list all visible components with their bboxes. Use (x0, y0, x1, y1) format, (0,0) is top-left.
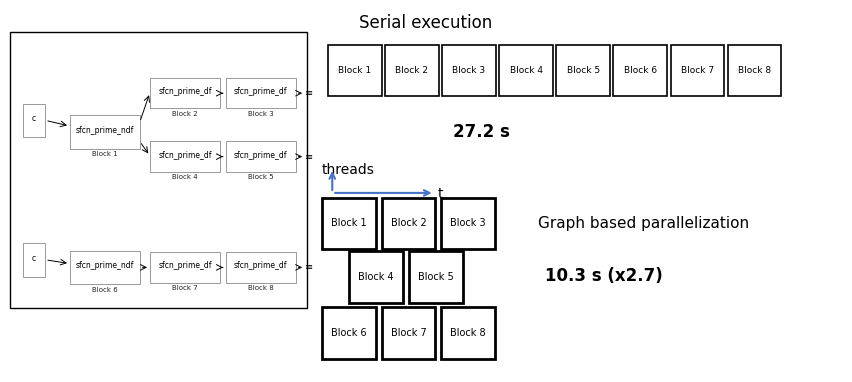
Text: Block 8: Block 8 (738, 66, 771, 75)
Text: Graph based parallelization: Graph based parallelization (538, 216, 749, 231)
Bar (328, 45, 382, 97)
Bar (409, 251, 463, 303)
Text: Block 7: Block 7 (681, 66, 714, 75)
Text: ≡: ≡ (305, 262, 314, 272)
Text: Block 1: Block 1 (92, 151, 118, 157)
Bar (382, 307, 435, 359)
Text: c: c (32, 114, 36, 123)
Text: sfcn_prime_df: sfcn_prime_df (234, 261, 287, 270)
Bar (226, 78, 296, 108)
Text: Block 5: Block 5 (567, 66, 600, 75)
Bar (10, 32, 307, 308)
Bar (322, 198, 376, 249)
Bar (23, 243, 45, 277)
Text: Block 6: Block 6 (624, 66, 657, 75)
Text: Block 2: Block 2 (172, 111, 198, 117)
Bar (442, 45, 496, 97)
Text: Block 7: Block 7 (391, 328, 426, 338)
Text: Block 8: Block 8 (451, 328, 486, 338)
Text: c: c (32, 254, 36, 263)
Text: sfcn_prime_ndf: sfcn_prime_ndf (76, 126, 134, 135)
Text: Block 1: Block 1 (331, 219, 366, 228)
Bar (441, 307, 495, 359)
Text: Block 6: Block 6 (92, 286, 118, 293)
Text: Block 4: Block 4 (359, 272, 394, 282)
Bar (499, 45, 553, 97)
Bar (150, 252, 220, 283)
Text: sfcn_prime_df: sfcn_prime_df (158, 87, 211, 96)
Text: Block 3: Block 3 (248, 111, 273, 117)
Bar (728, 45, 781, 97)
Text: Block 2: Block 2 (395, 66, 429, 75)
Text: Block 6: Block 6 (331, 328, 366, 338)
Text: Block 4: Block 4 (172, 174, 198, 180)
Bar (349, 251, 403, 303)
Bar (441, 198, 495, 249)
Text: sfcn_prime_df: sfcn_prime_df (158, 151, 211, 160)
Text: t: t (438, 187, 443, 201)
Text: Block 3: Block 3 (451, 219, 486, 228)
Text: sfcn_prime_df: sfcn_prime_df (158, 261, 211, 270)
Text: sfcn_prime_df: sfcn_prime_df (234, 87, 287, 96)
Bar (150, 141, 220, 172)
Text: 27.2 s: 27.2 s (453, 123, 509, 141)
Bar (556, 45, 610, 97)
Bar (150, 78, 220, 108)
Bar (322, 307, 376, 359)
Text: Block 8: Block 8 (248, 285, 273, 291)
Text: Serial execution: Serial execution (360, 14, 492, 32)
Text: sfcn_prime_df: sfcn_prime_df (234, 151, 287, 160)
Text: sfcn_prime_ndf: sfcn_prime_ndf (76, 261, 134, 270)
Text: Block 2: Block 2 (391, 219, 426, 228)
Bar (226, 252, 296, 283)
Bar (70, 115, 140, 149)
Bar (226, 141, 296, 172)
Text: Block 5: Block 5 (248, 174, 273, 180)
Bar (382, 198, 435, 249)
Text: Block 4: Block 4 (509, 66, 543, 75)
Text: threads: threads (322, 163, 375, 177)
Bar (23, 104, 45, 137)
Text: Block 5: Block 5 (418, 272, 453, 282)
Text: ≡: ≡ (305, 152, 314, 162)
Bar (385, 45, 439, 97)
Text: Block 1: Block 1 (338, 66, 371, 75)
Text: Block 7: Block 7 (172, 285, 198, 291)
Bar (70, 251, 140, 284)
Bar (671, 45, 724, 97)
Text: Block 3: Block 3 (452, 66, 486, 75)
Bar (613, 45, 667, 97)
Text: 10.3 s (x2.7): 10.3 s (x2.7) (545, 267, 663, 285)
Text: ≡: ≡ (305, 88, 314, 98)
